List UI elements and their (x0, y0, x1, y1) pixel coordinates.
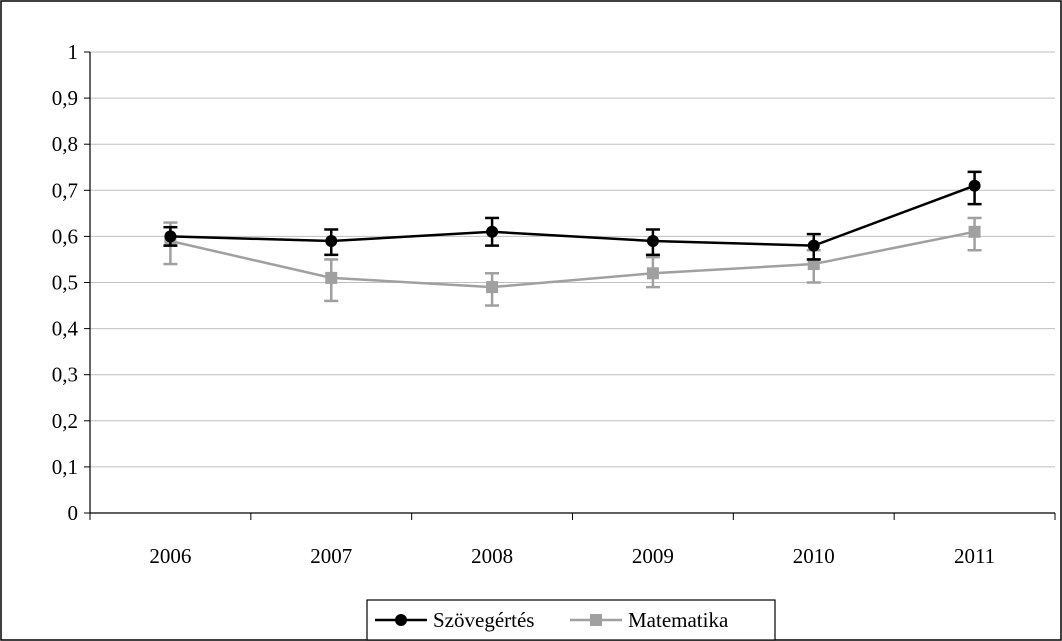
x-tick-label: 2011 (954, 544, 995, 568)
data-point (325, 235, 338, 248)
series-2 (163, 216, 982, 307)
legend-marker (395, 614, 407, 626)
y-tick-label: 0 (68, 501, 79, 525)
legend-marker (590, 614, 602, 626)
gridlines (90, 51, 1055, 468)
data-point (646, 267, 659, 280)
data-point (968, 179, 981, 192)
y-tick-label: 0,5 (52, 271, 78, 295)
y-tick-label: 0,9 (52, 86, 78, 110)
y-tick-label: 0,7 (52, 178, 78, 202)
y-tick-label: 0,4 (52, 317, 79, 341)
legend-label: Matematika (628, 608, 729, 632)
y-tick-label: 0,2 (52, 409, 78, 433)
x-tick-label: 2010 (793, 544, 835, 568)
legend: Szövegértés Matematika (366, 599, 776, 641)
data-point (807, 239, 820, 252)
y-tick-label: 0,8 (52, 132, 78, 156)
series-line (170, 184, 976, 247)
data-point (968, 225, 981, 238)
y-tick-label: 1 (68, 40, 79, 64)
x-tick-label: 2008 (471, 544, 513, 568)
series-layer (163, 170, 982, 307)
y-tick-label: 0,1 (52, 455, 78, 479)
x-axis-ticks: 2006 2007 2008 2009 2010 2011 (89, 513, 1056, 568)
data-point (807, 258, 820, 271)
y-axis-ticks: 0 0,1 0,2 0,3 0,4 0,5 0,6 0,7 0,8 0,9 1 (52, 40, 90, 525)
y-tick-label: 0,6 (52, 224, 78, 248)
data-point (646, 235, 659, 248)
data-point (486, 225, 499, 238)
x-tick-label: 2007 (310, 544, 352, 568)
y-tick-label: 0,3 (52, 363, 78, 387)
x-tick-label: 2009 (632, 544, 674, 568)
data-point (164, 230, 177, 243)
legend-label: Szövegértés (433, 608, 534, 632)
series-1 (163, 170, 982, 261)
data-point (325, 271, 338, 284)
data-point (486, 281, 499, 294)
x-tick-label: 2006 (149, 544, 191, 568)
series-line (170, 230, 975, 289)
